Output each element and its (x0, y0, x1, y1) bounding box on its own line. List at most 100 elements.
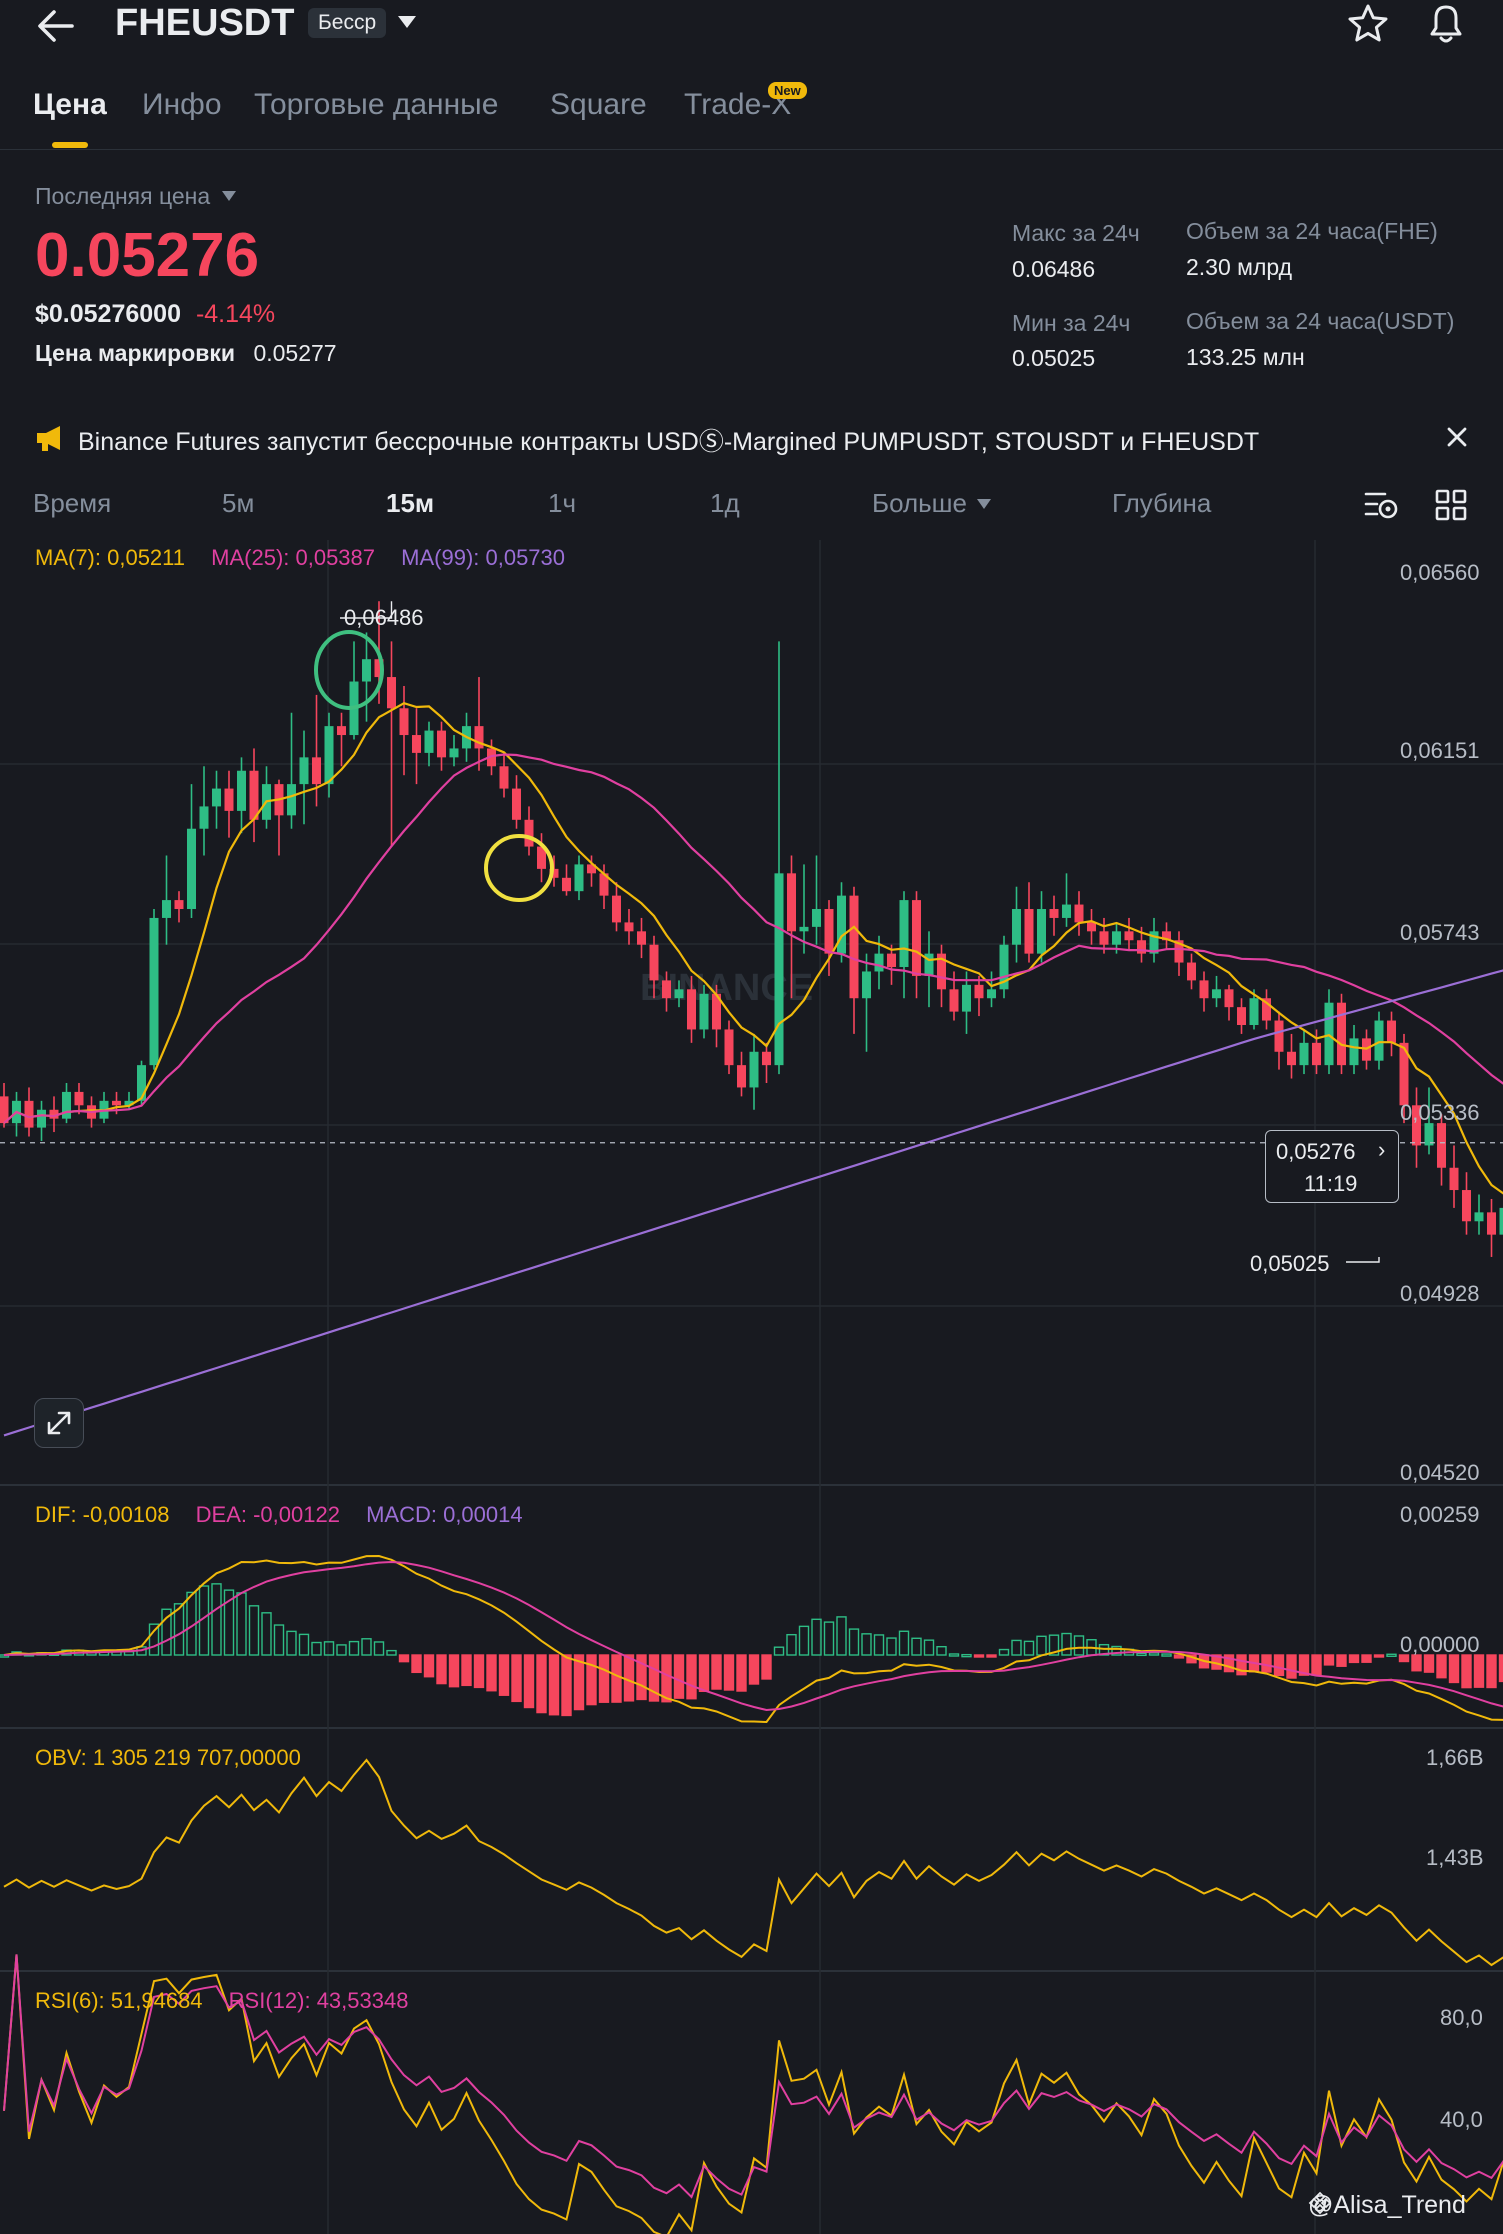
candle-body (262, 784, 271, 820)
macd-value-legend: MACD: 0,00014 (366, 1502, 523, 1527)
rsi-legend[interactable]: RSI(6): 51,94684 RSI(12): 43,53348 (35, 1988, 408, 2014)
macd-histogram-bar (248, 1605, 260, 1656)
interval-more[interactable]: Больше (872, 488, 992, 519)
macd-histogram-bar (623, 1654, 635, 1702)
macd-histogram-bar (873, 1634, 885, 1656)
candle-body (1474, 1212, 1484, 1222)
candle-body (24, 1100, 34, 1128)
interval-1h[interactable]: 1ч (548, 488, 577, 518)
macd-histogram-bar (723, 1654, 735, 1691)
candle-body (12, 1100, 21, 1124)
macd-histogram-bar (1498, 1654, 1503, 1683)
candle-body (1074, 904, 1084, 923)
tab-square[interactable]: Square (550, 88, 647, 121)
macd-histogram-bar (1348, 1654, 1360, 1664)
candle-body (1199, 980, 1209, 999)
candle-body (849, 895, 859, 999)
watermark-text: @Alisa_Trend (1308, 2191, 1466, 2219)
candle-body (737, 1065, 746, 1088)
interval-time[interactable]: Время (33, 488, 112, 518)
chevron-down-icon[interactable] (396, 14, 418, 30)
candle-body (437, 730, 446, 758)
candle-body (224, 788, 234, 811)
watermark: @Alisa_Trend (1308, 2191, 1466, 2220)
interval-15m[interactable]: 15м (386, 488, 435, 518)
tab-info[interactable]: Инфо (142, 88, 222, 121)
symbol-title[interactable]: FHEUSDT (115, 2, 295, 44)
macd-histogram-bar (648, 1654, 660, 1702)
candle-body (449, 748, 459, 758)
macd-legend[interactable]: DIF: -0,00108 DEA: -0,00122 MACD: 0,0001… (35, 1502, 523, 1528)
candle-body (824, 909, 834, 954)
chevron-down-icon (977, 499, 992, 509)
mark-price: 0.05277 (253, 340, 337, 366)
grid-layout-icon[interactable] (1434, 488, 1468, 522)
expand-icon (47, 1411, 71, 1435)
candle-body (912, 900, 921, 976)
candle-body (1249, 998, 1259, 1025)
back-arrow-icon[interactable] (34, 4, 78, 48)
announcement-bar[interactable]: Binance Futures запустит бессрочные конт… (0, 410, 1503, 466)
candle-body (0, 1096, 9, 1124)
macd-histogram-bar (23, 1653, 35, 1657)
last-price-label-text: Последняя цена (35, 183, 211, 209)
macd-histogram-bar (1086, 1639, 1097, 1656)
announcement-text[interactable]: Binance Futures запустит бессрочные конт… (78, 428, 1260, 456)
candle-body (387, 677, 396, 709)
macd-histogram-bar (923, 1639, 935, 1656)
chart-settings-icon[interactable] (1363, 488, 1399, 522)
macd-histogram-bar (1373, 1654, 1385, 1658)
obv-legend[interactable]: OBV: 1 305 219 707,00000 (35, 1745, 301, 1771)
low-annotation: 0,05025 (1250, 1251, 1330, 1276)
chevron-right-icon: › (1378, 1137, 1386, 1162)
candle-body (1262, 998, 1271, 1021)
candle-body (674, 989, 684, 999)
macd-histogram-bar (1211, 1654, 1222, 1670)
tab-price[interactable]: Цена (33, 88, 107, 121)
macd-histogram-bar (886, 1637, 897, 1656)
macd-histogram-bar (436, 1654, 447, 1685)
expand-chart-button[interactable] (34, 1398, 84, 1448)
current-price-tag[interactable]: 0,05276 › 11:19 (1265, 1130, 1399, 1203)
macd-histogram-bar (1261, 1654, 1272, 1673)
ma-legend[interactable]: MA(7): 0,05211 MA(25): 0,05387 MA(99): 0… (35, 545, 565, 571)
macd-histogram-bar (861, 1633, 872, 1656)
candle-body (574, 864, 584, 892)
candle-body (137, 1065, 146, 1101)
rsi12-legend: RSI(12): 43,53348 (228, 1988, 409, 2013)
macd-histogram-bar (1311, 1654, 1322, 1676)
candle-body (174, 900, 184, 910)
candle-body (687, 989, 696, 1030)
y-tick-label: 0,04928 (1400, 1281, 1480, 1306)
interval-depth[interactable]: Глубина (1112, 488, 1212, 518)
tab-trading-data[interactable]: Торговые данные (254, 88, 499, 121)
candle-body (724, 1029, 734, 1066)
star-icon[interactable] (1346, 2, 1390, 46)
macd-histogram-bar (786, 1633, 797, 1656)
interval-1d[interactable]: 1д (710, 488, 740, 518)
candle-body (1224, 989, 1234, 1008)
macd-histogram-bar (211, 1583, 222, 1656)
close-icon[interactable] (1446, 426, 1468, 448)
macd-histogram-bar (348, 1640, 360, 1656)
last-price-label[interactable]: Последняя цена (35, 183, 236, 210)
macd-histogram-bar (148, 1623, 160, 1656)
low-24h-value: 0.05025 (1012, 345, 1096, 371)
candle-body (837, 895, 846, 954)
candle-body (1062, 904, 1071, 918)
interval-5m[interactable]: 5м (222, 488, 255, 518)
mark-price-label: Цена маркировки (35, 340, 236, 366)
new-badge: New (768, 82, 807, 99)
candle-body (799, 926, 809, 932)
candle-body (399, 708, 409, 736)
candle-body (149, 917, 159, 1066)
macd-histogram-bar (1036, 1635, 1047, 1656)
macd-histogram-bar (1273, 1654, 1285, 1677)
candle-body (1287, 1051, 1296, 1066)
macd-histogram-bar (1286, 1654, 1297, 1679)
bell-icon[interactable] (1424, 0, 1468, 46)
candle-body (162, 900, 171, 918)
usd-price: $0.05276000 (35, 300, 181, 328)
macd-histogram-bar (1298, 1654, 1310, 1676)
